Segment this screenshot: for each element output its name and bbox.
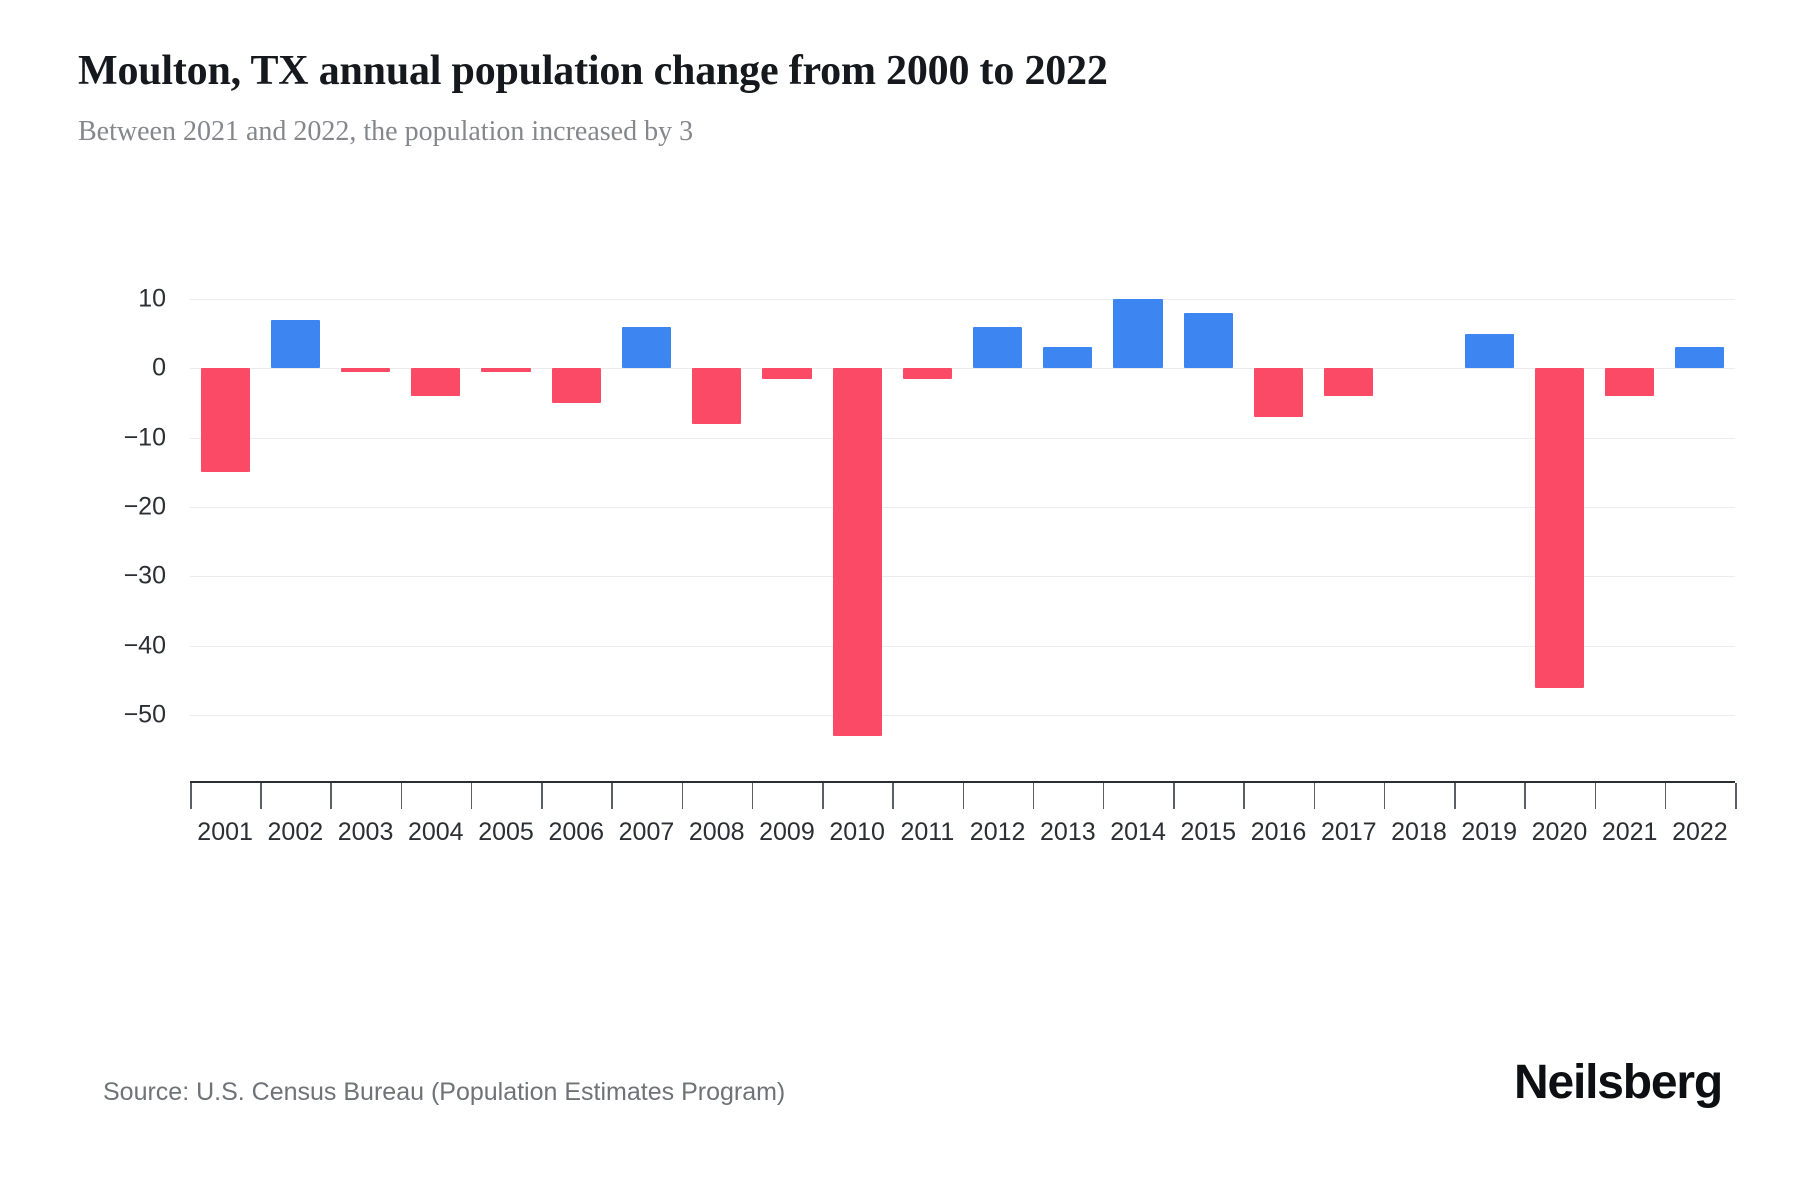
bar-2021[interactable] [1605,368,1655,397]
brand-logo: Neilsberg [1514,1056,1723,1109]
x-axis-tick-mark [541,783,543,809]
bar-2014[interactable] [1113,298,1163,369]
x-axis-tick-mark [1243,783,1245,809]
bar-2007[interactable] [621,326,672,369]
gridline--40 [190,645,1735,647]
x-axis-tick-mark [400,783,403,809]
x-axis-label-2012: 2012 [969,818,1026,846]
x-axis-tick-mark [1102,783,1105,809]
bar-2016[interactable] [1253,368,1304,417]
x-axis-label-2006: 2006 [548,818,605,846]
gridline--50 [190,715,1735,717]
x-axis-tick-mark [751,783,754,809]
x-axis-tick-mark [1313,783,1316,809]
x-axis-tick-mark [1383,783,1386,809]
gridline-0 [190,368,1735,370]
x-axis-label-2013: 2013 [1040,818,1096,846]
y-axis-tick-label: 0 [152,353,166,382]
x-axis-tick-mark [1664,783,1667,809]
bar-2012[interactable] [973,326,1023,369]
x-axis-label-2001: 2001 [197,818,253,846]
x-axis-tick-mark [1735,783,1737,809]
y-axis-tick-label: −40 [123,631,166,660]
source-note: Source: U.S. Census Bureau (Population E… [103,1078,786,1106]
x-axis-label-2017: 2017 [1320,818,1377,846]
x-axis-tick-mark [470,783,473,809]
bar-2004[interactable] [411,368,461,397]
x-axis-label-2019: 2019 [1461,818,1518,846]
x-axis-label-2021: 2021 [1601,818,1658,846]
chart-subtitle: Between 2021 and 2022, the population in… [78,116,694,148]
y-axis-tick-label: −30 [123,561,166,590]
plot-area [190,285,1735,750]
bar-2001[interactable] [200,368,250,473]
x-axis-tick-mark [330,783,332,809]
gridline-10 [190,298,1735,300]
x-axis-label-2020: 2020 [1531,818,1588,846]
bar-2006[interactable] [551,368,601,403]
x-axis-ticks [190,783,1737,809]
bar-2009[interactable] [762,368,812,379]
x-axis-label-2010: 2010 [829,818,885,846]
bar-2015[interactable] [1183,312,1233,369]
x-axis-tick-mark [1594,783,1597,809]
gridline--10 [190,437,1735,439]
bar-2008[interactable] [692,368,742,424]
x-axis-label-2005: 2005 [478,818,534,846]
y-axis-tick-label: 10 [138,284,166,313]
bar-2005[interactable] [481,368,531,372]
x-axis-label-2002: 2002 [267,818,324,846]
chart-header: Moulton, TX annual population change fro… [78,48,1718,149]
bar-2019[interactable] [1464,333,1514,369]
gridline--30 [190,576,1735,578]
x-axis-tick-mark [1032,783,1035,809]
x-axis-tick-mark [962,783,964,809]
x-axis-tick-mark [611,783,613,809]
bar-2011[interactable] [902,368,952,379]
bar-2020[interactable] [1534,368,1584,688]
x-axis-label-2003: 2003 [337,818,394,846]
x-axis-tick-mark [1173,783,1175,809]
x-axis-label-2009: 2009 [759,818,815,846]
bar-2022[interactable] [1675,347,1725,369]
y-axis-tick-label: −10 [123,423,166,452]
y-axis-tick-label: −50 [123,700,166,729]
x-axis-label-2008: 2008 [688,818,745,846]
bar-2017[interactable] [1324,368,1374,397]
bars-group [190,285,1735,750]
bar-2013[interactable] [1043,347,1093,369]
bar-2002[interactable] [270,319,320,369]
x-axis-label-2004: 2004 [407,818,464,846]
page-title: Moulton, TX annual population change fro… [78,48,1108,94]
x-axis-tick-mark [892,783,894,809]
x-axis-label-2015: 2015 [1180,818,1237,846]
x-axis-line [190,781,1735,783]
x-axis-tick-mark [260,783,262,809]
x-axis-tick-mark [190,783,192,809]
x-axis-tick-mark [1524,783,1526,809]
x-axis-tick-mark [1454,783,1456,809]
gridline--20 [190,507,1735,509]
x-axis-tick-mark [822,783,824,809]
x-axis-tick-mark [681,783,684,809]
x-axis-label-2016: 2016 [1250,818,1307,846]
x-axis-label-2011: 2011 [900,818,955,846]
bar-2003[interactable] [340,368,391,372]
x-axis-label-2018: 2018 [1391,818,1447,846]
x-axis-label-2022: 2022 [1672,818,1728,846]
x-axis-label-2014: 2014 [1110,818,1166,846]
x-axis-labels: 2001 2002 2003 2004 2005 2006 2007 2008 2009 2010… [190,818,1735,858]
bar-2010[interactable] [832,368,882,737]
x-axis-label-2007: 2007 [618,818,675,846]
y-axis-tick-label: −20 [123,492,166,521]
